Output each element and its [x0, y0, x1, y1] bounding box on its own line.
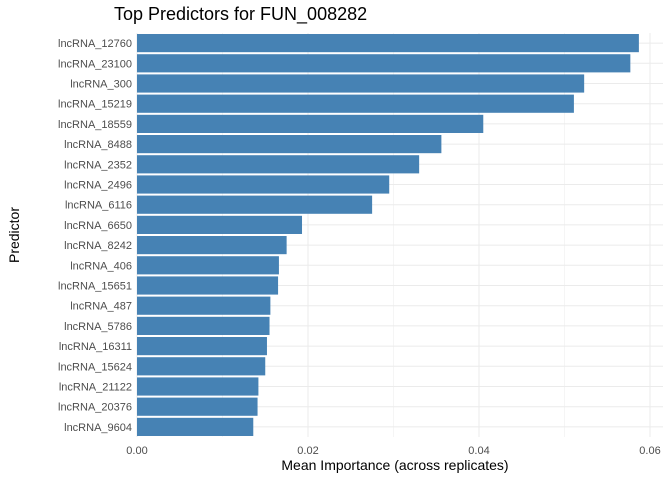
bar-lncRNA_15624	[137, 357, 266, 376]
bar-lncRNA_21122	[137, 377, 259, 396]
y-tick-label: lncRNA_2496	[64, 180, 132, 192]
bar-lncRNA_2352	[137, 155, 420, 174]
y-tick-label: lncRNA_5786	[64, 321, 132, 333]
bar-lncRNA_487	[137, 296, 271, 315]
bar-lncRNA_15651	[137, 276, 279, 295]
bar-lncRNA_20376	[137, 397, 258, 416]
x-tick-label: 0.06	[639, 445, 660, 457]
bar-lncRNA_23100	[137, 54, 631, 73]
y-tick-label: lncRNA_16311	[59, 341, 132, 353]
x-tick-label: 0.02	[297, 445, 318, 457]
y-tick-label: lncRNA_8242	[64, 240, 132, 252]
y-tick-label: lncRNA_6650	[64, 220, 132, 232]
bar-lncRNA_6116	[137, 195, 373, 214]
y-tick-label: lncRNA_15624	[58, 361, 132, 373]
y-axis-title: Predictor	[6, 207, 22, 263]
bar-lncRNA_2496	[137, 175, 390, 194]
chart-title: Top Predictors for FUN_008282	[114, 4, 367, 25]
bar-lncRNA_406	[137, 256, 279, 275]
bar-lncRNA_9604	[137, 417, 254, 436]
y-tick-labels: lncRNA_12760 lncRNA_23100 lncRNA_300 lncRNA…	[58, 38, 132, 434]
bar-lncRNA_6650	[137, 215, 303, 234]
x-tick-label: 0.04	[468, 445, 489, 457]
bar-lncRNA_300	[137, 74, 585, 93]
y-tick-label: lncRNA_9604	[64, 422, 132, 434]
y-tick-label: lncRNA_8488	[64, 139, 132, 151]
bar-lncRNA_8242	[137, 236, 287, 255]
bar-lncRNA_12760	[137, 34, 639, 53]
y-tick-label: lncRNA_15219	[58, 99, 132, 111]
y-tick-label: lncRNA_15651	[58, 281, 132, 293]
y-tick-label: lncRNA_406	[70, 260, 132, 272]
bar-lncRNA_15219	[137, 94, 574, 113]
bar-lncRNA_5786	[137, 316, 270, 335]
y-tick-label: lncRNA_21122	[59, 382, 132, 394]
y-tick-label: lncRNA_2352	[64, 159, 132, 171]
y-tick-label: lncRNA_300	[70, 79, 132, 91]
x-tick-labels: 0.00 0.02 0.04 0.06	[126, 445, 660, 457]
y-tick-label: lncRNA_6116	[65, 200, 132, 212]
x-axis-title: Mean Importance (across replicates)	[281, 457, 508, 473]
bar-lncRNA_18559	[137, 114, 484, 133]
bar-lncRNA_8488	[137, 135, 442, 154]
y-tick-label: lncRNA_20376	[58, 402, 132, 414]
grid	[136, 33, 663, 437]
x-tick-label: 0.00	[126, 445, 147, 457]
y-tick-label: lncRNA_23100	[58, 58, 132, 70]
y-tick-label: lncRNA_18559	[58, 119, 132, 131]
bar-lncRNA_16311	[137, 337, 267, 356]
bars	[137, 34, 639, 436]
y-tick-label: lncRNA_12760	[58, 38, 132, 50]
y-tick-label: lncRNA_487	[70, 301, 132, 313]
